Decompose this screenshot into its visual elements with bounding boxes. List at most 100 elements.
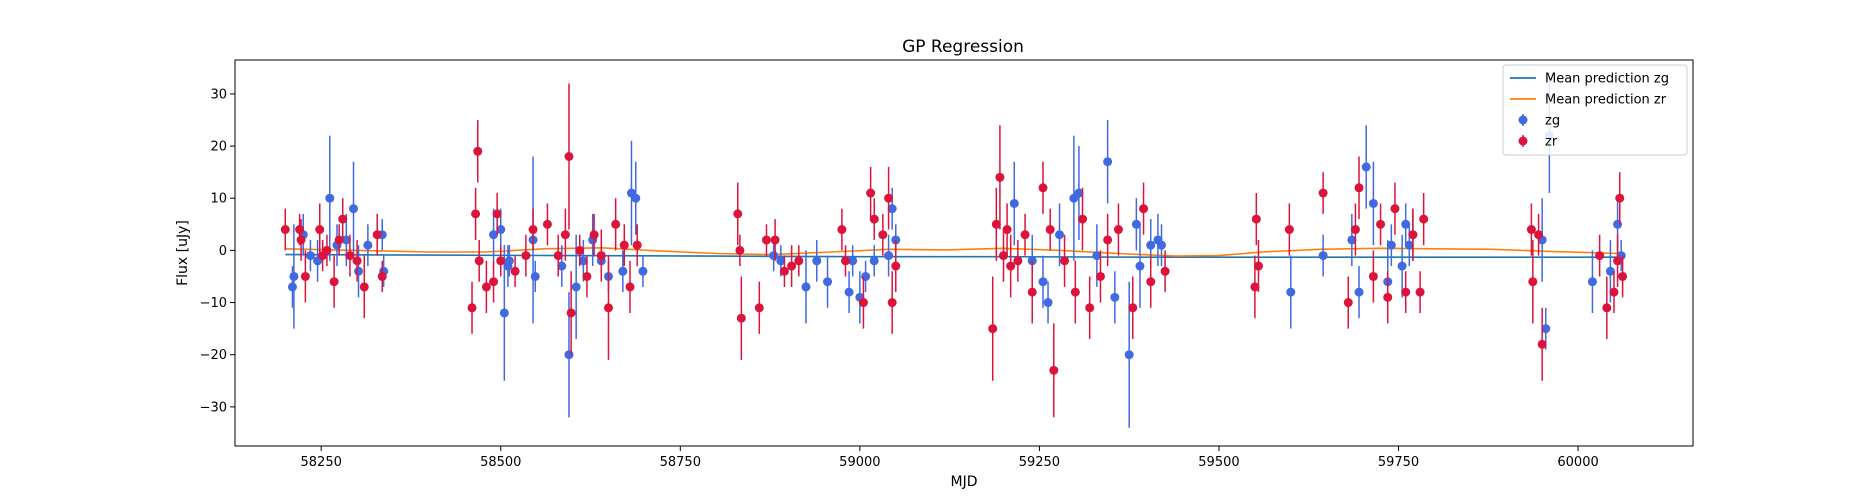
data-point-zr	[1343, 298, 1353, 308]
data-point-zg	[1038, 277, 1048, 287]
data-point-zg	[1092, 251, 1102, 261]
y-tick-label: 0	[219, 244, 227, 259]
data-point-zr	[619, 240, 629, 250]
data-point-zr	[352, 256, 362, 266]
data-point-zr	[528, 225, 538, 235]
data-point-zr	[473, 146, 483, 156]
legend-box	[1502, 64, 1688, 156]
data-point-zr	[632, 240, 642, 250]
data-point-zr	[869, 214, 879, 224]
data-point-zg	[1110, 292, 1120, 302]
data-point-zr	[1609, 287, 1619, 297]
legend-point-marker	[1518, 115, 1528, 125]
data-point-zr	[1045, 225, 1055, 235]
data-point-zr	[338, 214, 348, 224]
data-point-zr	[603, 303, 613, 313]
data-point-zg	[861, 271, 871, 281]
data-point-zr	[1602, 303, 1612, 313]
data-point-zg	[1541, 324, 1551, 334]
data-point-zg	[638, 266, 648, 276]
data-point-zr	[779, 266, 789, 276]
data-point-zr	[1368, 271, 1378, 281]
data-point-zr	[1139, 204, 1149, 214]
data-point-zg	[631, 193, 641, 203]
data-point-zr	[1284, 225, 1294, 235]
data-point-zr	[1085, 303, 1095, 313]
data-point-zr	[1128, 303, 1138, 313]
data-point-zg	[354, 266, 364, 276]
data-point-zg	[887, 204, 897, 214]
data-point-zr	[1419, 214, 1429, 224]
data-point-zr	[1160, 266, 1170, 276]
x-tick-label: 60000	[1557, 455, 1598, 470]
data-point-zr	[1002, 225, 1012, 235]
data-point-zr	[625, 282, 635, 292]
data-point-zg	[1386, 240, 1396, 250]
data-point-zg	[341, 235, 351, 245]
data-point-zg	[1286, 287, 1296, 297]
data-point-zr	[1013, 256, 1023, 266]
mean-line-zr	[285, 246, 1622, 257]
data-point-zr	[474, 256, 484, 266]
data-point-zr	[372, 230, 382, 240]
data-point-zr	[887, 298, 897, 308]
data-point-zr	[1049, 365, 1059, 375]
data-point-zr	[596, 251, 606, 261]
data-point-zr	[553, 251, 563, 261]
data-point-zg	[769, 251, 779, 261]
data-point-zr	[878, 230, 888, 240]
data-point-zr	[1613, 256, 1623, 266]
data-point-zr	[1534, 230, 1544, 240]
data-point-zr	[589, 230, 599, 240]
data-point-zr	[761, 235, 771, 245]
data-point-zg	[530, 271, 540, 281]
data-point-zg	[496, 225, 506, 235]
data-point-zg	[844, 287, 854, 297]
x-tick-label: 59500	[1198, 455, 1239, 470]
legend-item-zg: zg	[1518, 114, 1560, 129]
legend-label: Mean prediction zr	[1545, 93, 1667, 108]
data-point-zr	[988, 324, 998, 334]
data-point-zr	[1537, 339, 1547, 349]
legend-item-zr: zr	[1518, 135, 1558, 150]
data-point-zr	[1615, 193, 1625, 203]
data-point-zg	[363, 240, 373, 250]
data-point-zr	[1376, 219, 1386, 229]
y-tick-label: −20	[200, 348, 227, 363]
data-point-zr	[794, 256, 804, 266]
x-tick-label: 59000	[839, 455, 880, 470]
data-point-zg	[1613, 219, 1623, 229]
plot-area	[235, 60, 1693, 446]
data-point-zr	[582, 271, 592, 281]
legend-label: Mean prediction zg	[1545, 72, 1669, 87]
data-point-zg	[1361, 162, 1371, 172]
data-point-zg	[1131, 219, 1141, 229]
data-point-zr	[1103, 235, 1113, 245]
legend-item-mean-prediction-zg: Mean prediction zg	[1510, 72, 1669, 87]
data-point-zr	[611, 219, 621, 229]
data-point-zg	[564, 350, 574, 360]
y-tick-label: 30	[210, 87, 227, 102]
data-point-zr	[733, 209, 743, 219]
data-point-zg	[1587, 277, 1597, 287]
x-tick-label: 58250	[301, 455, 342, 470]
x-tick-label: 59250	[1019, 455, 1060, 470]
legend-label: zg	[1545, 114, 1560, 129]
plot-frame	[235, 60, 1693, 446]
data-point-zr	[471, 209, 481, 219]
series-zr	[280, 83, 1628, 418]
x-axis-label: MJD	[951, 474, 978, 490]
legend-label: zr	[1545, 135, 1558, 150]
data-point-zr	[467, 303, 477, 313]
data-point-zr	[510, 266, 520, 276]
data-point-zr	[1526, 225, 1536, 235]
data-point-zr	[1383, 292, 1393, 302]
data-point-zg	[578, 256, 588, 266]
data-point-zr	[489, 277, 499, 287]
data-point-zr	[377, 271, 387, 281]
data-point-zr	[300, 271, 310, 281]
data-point-zr	[891, 261, 901, 271]
data-point-zg	[557, 261, 567, 271]
data-point-zr	[991, 219, 1001, 229]
